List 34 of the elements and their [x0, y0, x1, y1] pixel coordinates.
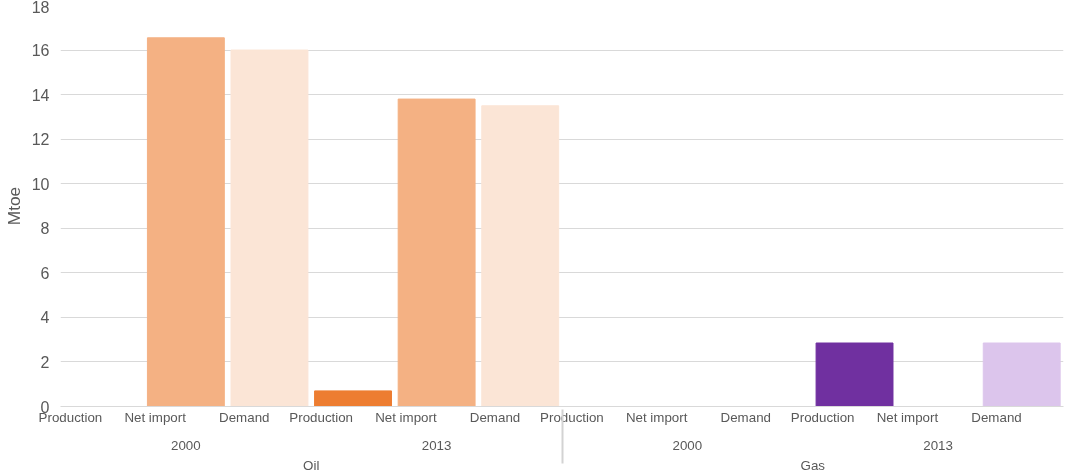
x-tick-label: Net import: [124, 410, 187, 425]
text: 2013: [421, 437, 452, 453]
bar: [982, 342, 1061, 407]
text: Gas: [800, 457, 826, 473]
x-tick-label: Production: [540, 410, 604, 425]
x-tick-label: Net import: [625, 410, 688, 425]
x-tick-label: Demand: [469, 410, 521, 425]
y-tick-label: 4: [40, 309, 50, 327]
y-tick-label: 16: [31, 42, 50, 60]
x-tick-label: Demand: [219, 410, 270, 425]
x-tick-label: Production: [790, 410, 855, 425]
y-axis-title: Mtoe: [3, 186, 24, 226]
x-tick-label: Net import: [876, 410, 939, 425]
y-tick-label: 2: [40, 353, 50, 371]
x-tick-label: Net import: [375, 410, 437, 425]
y-tick-label: 14: [31, 86, 50, 104]
bar: [481, 105, 560, 407]
y-tick-label: 8: [40, 220, 50, 238]
x-tick-label: Demand: [971, 410, 1022, 425]
y-tick-label: 12: [31, 131, 50, 149]
bar: [230, 49, 309, 407]
text: 2013: [923, 437, 953, 453]
bar: [314, 390, 392, 407]
text: Oil: [303, 457, 320, 473]
y-tick-label: 6: [40, 264, 50, 282]
y-tick-label: 18: [31, 0, 50, 16]
bar: [815, 342, 894, 407]
y-tick-label: 10: [31, 175, 50, 193]
bar: [146, 37, 225, 407]
text: 2000: [171, 437, 201, 453]
bar: [397, 98, 476, 407]
x-tick-label: Production: [289, 410, 354, 425]
x-tick-label: Demand: [720, 410, 771, 425]
text: 2000: [672, 437, 703, 453]
